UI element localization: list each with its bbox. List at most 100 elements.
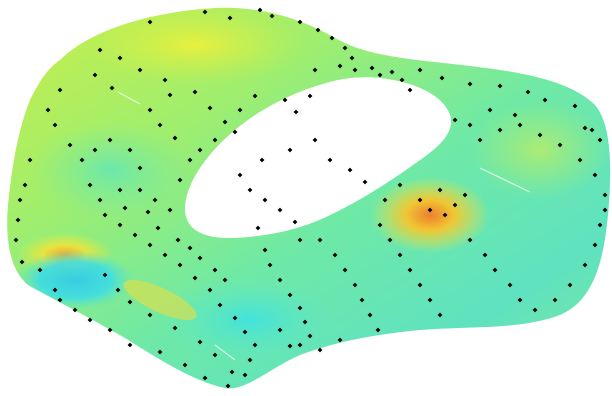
sample-point-marker [87,317,93,323]
surface-colormap [15,7,610,365]
sample-point-marker [117,55,123,61]
sample-point-marker [437,187,443,193]
sample-point-marker [57,87,63,93]
sample-point-marker [137,165,143,171]
sample-point-marker [207,105,213,111]
sample-point-marker [257,7,263,13]
sample-point-marker [182,362,188,368]
sample-point-marker [152,197,158,203]
sample-point-marker [79,157,85,163]
sample-point-marker [202,9,208,15]
sample-point-marker [317,237,323,243]
sample-point-marker [277,277,283,283]
sample-point-marker [589,127,595,133]
sample-point-marker [497,127,503,133]
sample-point-marker [359,297,365,303]
sample-point-marker [197,339,203,345]
sample-point-marker [259,157,265,163]
sample-point-marker [162,252,168,258]
sample-point-marker [175,237,181,243]
sample-point-marker [397,182,403,188]
sample-point-marker [19,259,25,265]
sample-point-marker [427,297,433,303]
sample-point-marker [262,247,268,253]
sample-point-marker [315,27,321,33]
sample-point-marker [107,327,113,333]
sample-point-marker [312,67,318,73]
sample-point-marker [337,337,343,343]
sample-point-marker [342,267,348,273]
sample-point-marker [232,315,238,321]
sample-point-marker [197,255,203,261]
sample-point-marker [352,67,358,73]
sample-point-marker [57,297,63,303]
sample-point-marker [297,237,303,243]
sample-point-marker [297,342,303,348]
sample-point-marker [582,262,588,268]
sample-point-marker [397,252,403,258]
sample-point-marker [482,252,488,258]
sample-point-marker [229,369,235,375]
sample-point-marker [525,89,531,95]
sample-point-marker [167,92,173,98]
sample-point-marker [187,245,193,251]
sample-point-marker [567,282,573,288]
sample-point-marker [427,207,433,213]
sample-point-marker [192,275,198,281]
sample-point-marker [132,232,138,238]
sample-point-marker [197,147,203,153]
sample-point-marker [417,67,423,73]
sample-point-marker [437,312,443,318]
sample-point-marker [337,63,343,69]
sample-point-marker [542,97,548,103]
sample-point-marker [227,15,233,21]
sample-point-marker [22,182,28,188]
sample-point-marker [202,375,208,381]
sample-point-marker [222,277,228,283]
sample-point-marker [127,342,133,348]
sample-point-marker [97,197,103,203]
sample-point-marker [293,109,299,115]
sample-point-marker [252,93,258,99]
sample-point-marker [237,172,243,178]
sample-point-marker [292,219,298,225]
sample-point-marker [442,212,448,218]
sample-point-marker [269,13,275,19]
sample-point-marker [92,147,98,153]
sample-point-marker [487,107,493,113]
sample-point-marker [67,142,73,148]
sample-point-marker [507,282,513,288]
sample-point-marker [517,297,523,303]
sample-point-marker [155,225,161,231]
sample-point-marker [452,202,458,208]
sample-point-marker [282,97,288,103]
sample-point-marker [332,252,338,258]
sample-point-marker [37,267,43,273]
sample-point-marker [242,329,248,335]
sample-point-marker [377,72,383,78]
sample-point-marker [102,272,108,278]
surface-highlights [117,91,531,361]
sample-point-marker [102,212,108,218]
sample-point-marker [17,197,23,203]
sample-point-marker [287,147,293,153]
sample-point-marker [137,187,143,193]
sample-point-marker [467,237,473,243]
sample-point-marker [512,112,518,118]
sample-point-marker [492,267,498,273]
sample-point-marker [267,262,273,268]
sample-point-marker [287,343,293,349]
sample-point-marker [72,307,78,313]
sample-point-marker [377,222,383,228]
sample-point-marker [407,87,413,93]
sample-point-marker [177,262,183,268]
sample-point-marker [389,69,395,75]
sample-point-marker [287,292,293,298]
sample-point-marker [572,103,578,109]
sample-point-marker [255,225,261,231]
sample-point-marker [347,167,353,173]
sample-point-marker [237,107,243,113]
sample-point-marker [417,197,423,203]
sample-point-marker [297,305,303,311]
